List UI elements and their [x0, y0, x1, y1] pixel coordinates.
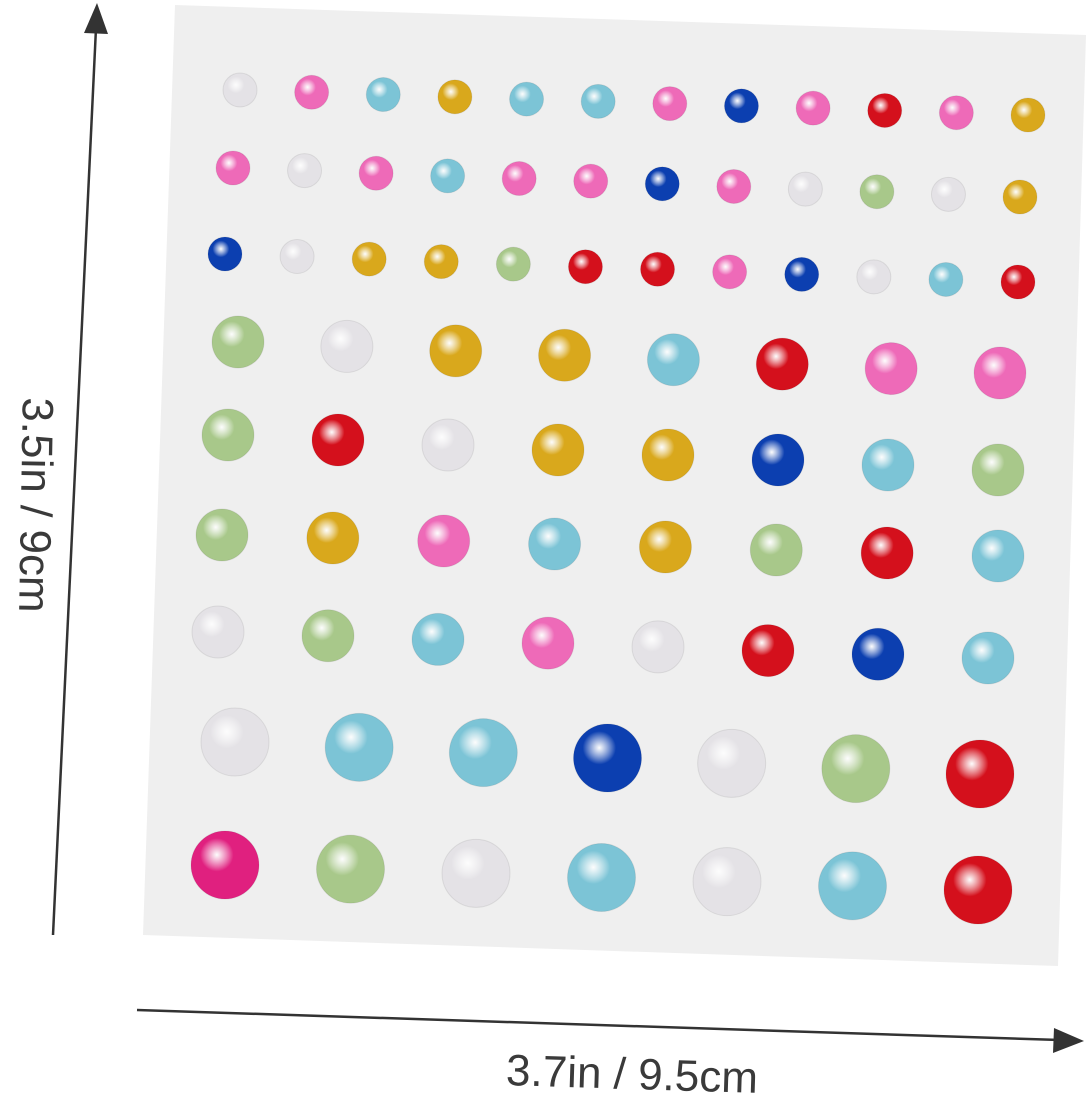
- pearl-pink: [294, 74, 330, 110]
- pearl-red: [867, 92, 903, 128]
- pearl-lightblue: [961, 631, 1015, 685]
- pearl-lightblue: [861, 438, 915, 492]
- pearl-red: [640, 251, 676, 287]
- pearl-white: [279, 239, 315, 275]
- pearl-pink: [973, 346, 1027, 400]
- pearl-white: [421, 418, 475, 472]
- height-arrow: [51, 3, 108, 936]
- pearl-red: [945, 739, 1015, 809]
- pearl-lightblue: [365, 77, 401, 113]
- pearl-lightblue: [324, 712, 394, 782]
- pearl-green: [821, 734, 891, 804]
- pearl-blue: [723, 88, 759, 124]
- pearl-white: [856, 259, 892, 295]
- pearl-red: [943, 855, 1013, 925]
- pearl-white: [697, 728, 767, 798]
- width-dimension-label: 3.7in / 9.5cm: [505, 1046, 759, 1103]
- pearl-white: [200, 707, 270, 777]
- pearl-white: [222, 72, 258, 108]
- pearl-red: [1000, 264, 1036, 300]
- pearl-green: [201, 408, 255, 462]
- pearl-pink: [712, 254, 748, 290]
- pearl-yellow: [351, 241, 387, 277]
- pearl-yellow: [531, 423, 585, 477]
- pearl-white: [787, 171, 823, 207]
- pearl-lightblue: [509, 81, 545, 117]
- pearl-white: [692, 847, 762, 917]
- pearl-pink: [864, 342, 918, 396]
- pearl-pink: [716, 168, 752, 204]
- pearl-white: [631, 620, 685, 674]
- pearl-green: [859, 174, 895, 210]
- pearl-yellow: [423, 244, 459, 280]
- pearl-lightblue: [971, 529, 1025, 583]
- pearl-pink: [215, 150, 251, 186]
- pearl-blue: [851, 627, 905, 681]
- pearl-green: [495, 246, 531, 282]
- pearl-pink: [573, 163, 609, 199]
- pearl-white: [320, 319, 374, 373]
- pearl-green: [749, 523, 803, 577]
- pearl-grid: [190, 72, 1046, 925]
- pearl-yellow: [1002, 179, 1038, 215]
- pearl-pink: [358, 155, 394, 191]
- pearl-red: [860, 526, 914, 580]
- pearl-red: [567, 249, 603, 285]
- pearl-pink: [501, 161, 537, 197]
- pearl-blue: [644, 166, 680, 202]
- pearl-lightblue: [580, 83, 616, 119]
- pearl-lightblue: [528, 517, 582, 571]
- pearl-pink: [417, 514, 471, 568]
- pearl-yellow: [1010, 97, 1046, 133]
- pearl-pink: [652, 86, 688, 122]
- pearl-magenta: [190, 830, 260, 900]
- pearl-blue: [784, 256, 820, 292]
- pearl-yellow: [638, 520, 692, 574]
- pearl-red: [311, 413, 365, 467]
- pearl-pink: [521, 616, 575, 670]
- pearl-red: [741, 624, 795, 678]
- pearl-green: [316, 834, 385, 904]
- pearl-lightblue: [928, 261, 964, 297]
- pearl-blue: [207, 236, 243, 272]
- pearl-green: [211, 315, 265, 369]
- pearl-yellow: [538, 328, 592, 382]
- pearl-white: [287, 153, 323, 189]
- height-dimension-label: 3.5in / 9cm: [9, 396, 62, 614]
- pearl-yellow: [429, 324, 483, 378]
- pearl-green: [301, 609, 355, 663]
- pearl-white: [191, 605, 245, 659]
- pearl-white: [441, 838, 511, 908]
- pearl-blue: [573, 723, 642, 793]
- pearl-green: [971, 443, 1025, 497]
- pearl-white: [930, 176, 966, 212]
- pearl-lightblue: [567, 843, 636, 912]
- sticker-sheet: [143, 5, 1086, 966]
- pearl-yellow: [641, 428, 695, 482]
- pearl-yellow: [437, 79, 473, 115]
- pearl-lightblue: [448, 718, 518, 788]
- pearl-lightblue: [818, 851, 887, 921]
- pearl-green: [195, 508, 249, 562]
- pearl-yellow: [306, 511, 360, 565]
- pearl-lightblue: [646, 333, 700, 387]
- pearl-pink: [795, 90, 831, 126]
- pearl-lightblue: [430, 158, 466, 194]
- pearl-pink: [938, 95, 974, 131]
- pearl-lightblue: [411, 612, 465, 666]
- pearl-red: [755, 337, 809, 391]
- width-arrow: [136, 1008, 1084, 1053]
- pearl-blue: [751, 433, 805, 487]
